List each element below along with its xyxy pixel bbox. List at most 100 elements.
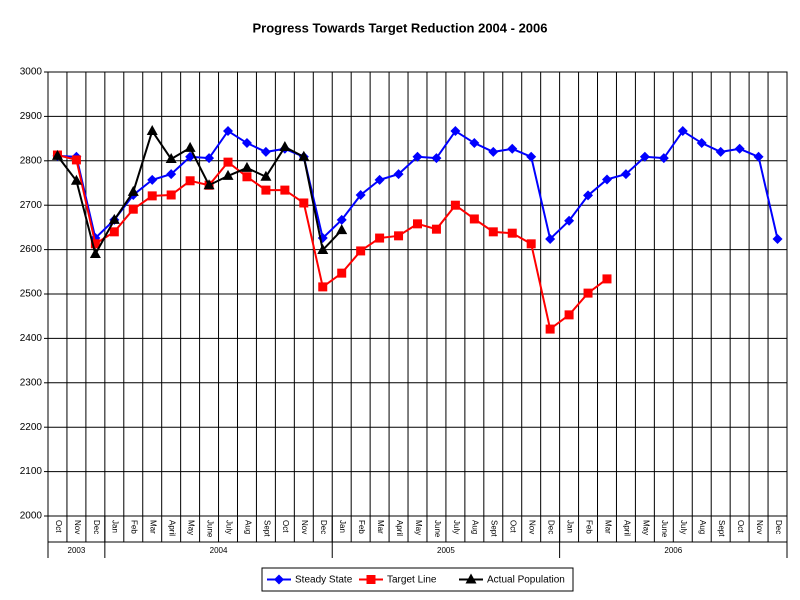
y-tick-label: 2100	[20, 466, 43, 477]
point-marker	[166, 190, 176, 200]
x-tick-label: Nov	[73, 520, 82, 534]
x-tick-label: June	[660, 520, 669, 538]
point-marker	[223, 126, 234, 137]
point-marker	[261, 185, 271, 195]
y-tick-label: 2000	[20, 511, 43, 522]
x-tick-label: July	[452, 520, 461, 534]
point-marker	[356, 246, 366, 256]
point-marker	[146, 125, 158, 136]
point-marker	[583, 190, 594, 201]
point-marker	[127, 185, 139, 196]
x-tick-label: April	[622, 520, 631, 536]
point-marker	[166, 169, 177, 180]
legend-box	[261, 567, 574, 592]
series	[51, 125, 348, 259]
x-tick-label: Oct	[281, 520, 290, 533]
point-marker	[469, 138, 480, 149]
point-marker	[336, 214, 347, 225]
legend-marker	[465, 573, 477, 584]
point-marker	[109, 227, 119, 237]
point-marker	[601, 174, 612, 185]
x-tick-label: Sept	[490, 520, 499, 537]
point-marker	[375, 233, 385, 243]
point-marker	[715, 146, 726, 157]
x-tick-label: Oct	[509, 520, 518, 533]
point-marker	[184, 141, 196, 152]
point-marker	[639, 151, 650, 162]
x-tick-label: Aug	[698, 520, 707, 534]
point-marker	[317, 244, 329, 255]
x-tick-label: Dec	[547, 520, 556, 534]
x-tick-label: Mar	[603, 520, 612, 534]
x-tick-label: July	[679, 520, 688, 534]
point-marker	[545, 324, 555, 334]
x-tick-label: Mar	[376, 520, 385, 534]
x-tick-label: Feb	[357, 520, 366, 534]
point-marker	[203, 179, 215, 190]
x-tick-label: Dec	[774, 520, 783, 534]
x-tick-label: May	[414, 520, 423, 535]
point-marker	[696, 138, 707, 149]
x-tick-label: Dec	[319, 520, 328, 534]
point-marker	[564, 310, 574, 320]
x-tick-label: July	[224, 520, 233, 534]
point-marker	[450, 200, 460, 210]
chart-title: Progress Towards Target Reduction 2004 -…	[252, 20, 547, 35]
point-marker	[526, 239, 536, 249]
x-tick-label: Mar	[149, 520, 158, 534]
point-marker	[337, 268, 347, 278]
point-marker	[51, 149, 63, 160]
point-marker	[165, 153, 177, 164]
point-marker	[526, 151, 537, 162]
x-tick-label: June	[433, 520, 442, 538]
x-tick-label: Nov	[755, 520, 764, 534]
point-marker	[469, 214, 479, 224]
point-marker	[677, 126, 688, 137]
y-tick-label: 2700	[20, 200, 43, 211]
y-tick-label: 2900	[20, 111, 43, 122]
x-tick-label: Jan	[338, 520, 347, 533]
point-marker	[412, 151, 423, 162]
legend: Steady State Target Line Actual Population	[261, 567, 574, 592]
point-marker	[393, 169, 404, 180]
x-tick-label: Oct	[736, 520, 745, 533]
group-label: 2003	[68, 546, 86, 555]
point-marker	[204, 153, 215, 164]
point-marker	[772, 233, 783, 244]
x-tick-label: Feb	[584, 520, 593, 534]
x-tick-label: Jan	[565, 520, 574, 533]
point-marker	[355, 189, 366, 200]
legend-label: Steady State	[295, 575, 353, 586]
point-marker	[583, 288, 593, 298]
legend-marker	[366, 575, 376, 584]
point-marker	[450, 126, 461, 137]
x-tick-label: May	[641, 520, 650, 535]
x-tick-label: Sept	[717, 520, 726, 537]
legend-marker	[274, 574, 284, 585]
group-label: 2005	[437, 546, 455, 555]
point-marker	[620, 169, 631, 180]
x-tick-label: Sept	[262, 520, 271, 537]
point-marker	[753, 151, 764, 162]
point-marker	[223, 157, 233, 167]
y-tick-label: 2400	[20, 333, 43, 344]
x-tick-label: Oct	[54, 520, 63, 533]
point-marker	[431, 224, 441, 234]
point-marker	[108, 213, 120, 224]
point-marker	[298, 150, 310, 161]
point-marker	[658, 153, 669, 164]
point-marker	[545, 233, 556, 244]
point-marker	[299, 198, 309, 208]
point-marker	[70, 174, 82, 185]
point-marker	[431, 153, 442, 164]
point-marker	[128, 204, 138, 214]
y-tick-label: 2800	[20, 155, 43, 166]
point-marker	[241, 138, 252, 149]
plot-border	[47, 71, 788, 517]
point-marker	[413, 219, 422, 229]
point-marker	[279, 141, 291, 152]
x-tick-label: Jan	[111, 520, 120, 533]
point-marker	[185, 176, 195, 186]
legend-label: Target Line	[387, 575, 437, 586]
x-tick-label: Nov	[300, 520, 309, 534]
